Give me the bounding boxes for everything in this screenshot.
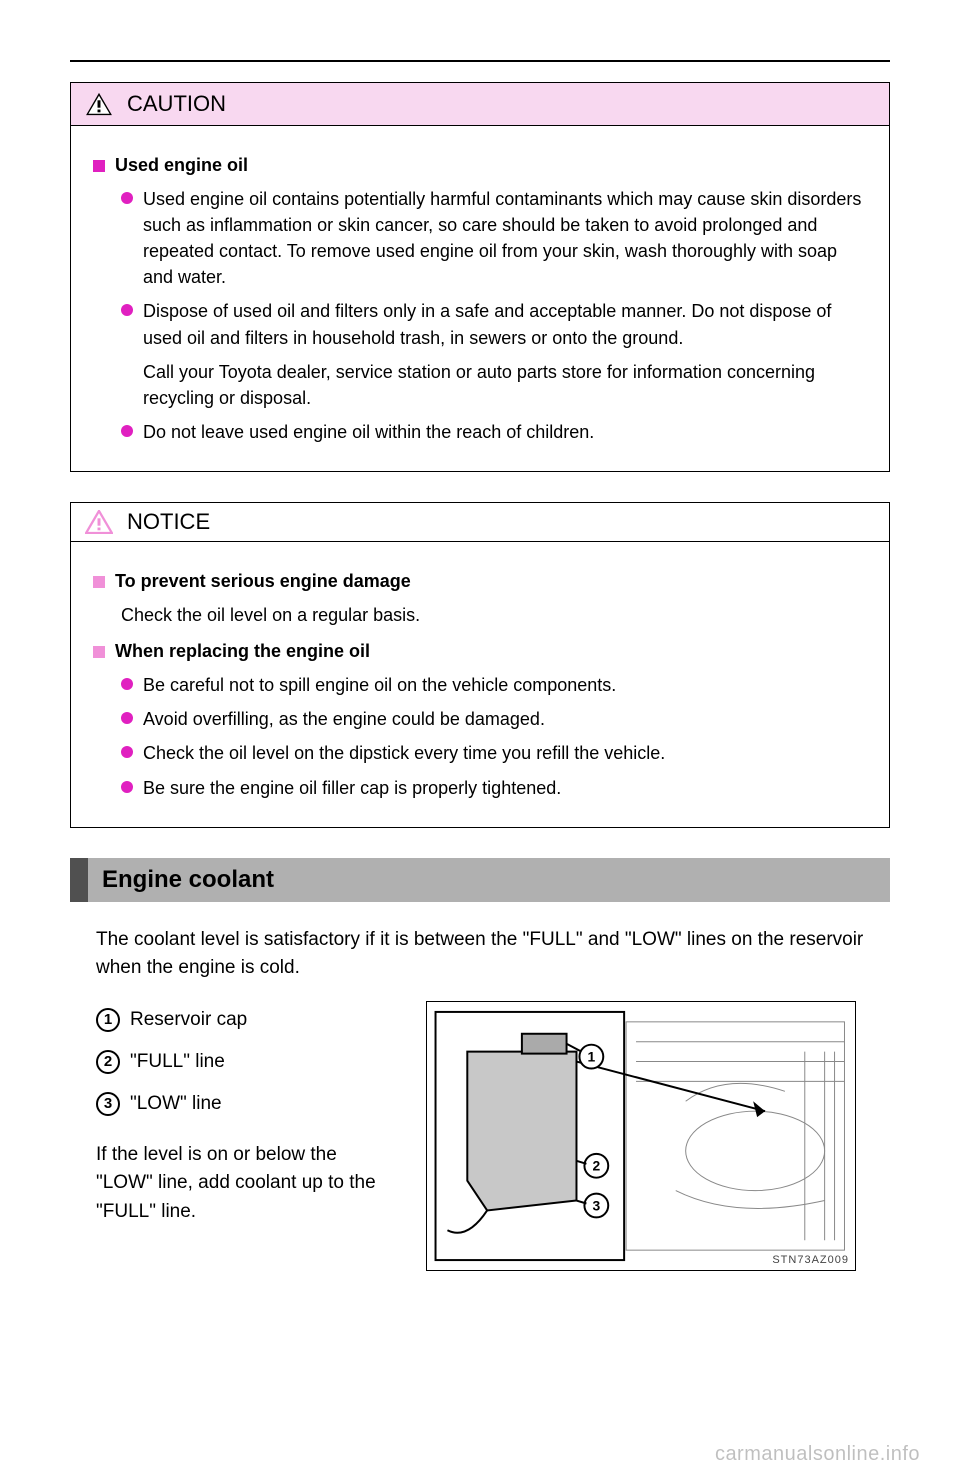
round-bullet-icon bbox=[121, 192, 133, 204]
legend-label: "LOW" line bbox=[130, 1085, 222, 1123]
square-bullet-icon bbox=[93, 160, 105, 172]
caution-heading-text: Used engine oil bbox=[115, 155, 248, 175]
legend-item: 2 "FULL" line bbox=[96, 1043, 396, 1081]
notice-box: NOTICE To prevent serious engine damage … bbox=[70, 502, 890, 828]
legend-label: Reservoir cap bbox=[130, 1001, 247, 1039]
section-tab bbox=[70, 858, 88, 902]
illustration-code: STN73AZ009 bbox=[772, 1254, 849, 1266]
notice-heading-text: When replacing the engine oil bbox=[115, 641, 370, 661]
notice-header: NOTICE bbox=[71, 503, 889, 542]
notice-item: Be sure the engine oil filler cap is pro… bbox=[121, 775, 869, 801]
notice-item-text: Check the oil level on the dipstick ever… bbox=[143, 740, 869, 766]
notice-heading-text: To prevent serious engine damage bbox=[115, 571, 411, 591]
section-heading: Engine coolant bbox=[88, 858, 288, 902]
square-bullet-icon bbox=[93, 646, 105, 658]
legend-item: 1 Reservoir cap bbox=[96, 1001, 396, 1039]
circled-number-icon: 2 bbox=[96, 1050, 120, 1074]
svg-text:3: 3 bbox=[592, 1197, 600, 1213]
caution-section-heading: Used engine oil bbox=[93, 152, 869, 178]
caution-item-text: Used engine oil contains potentially har… bbox=[143, 186, 869, 290]
circled-number-icon: 1 bbox=[96, 1008, 120, 1032]
caution-item-sub: Call your Toyota dealer, service station… bbox=[143, 359, 869, 411]
caution-header: CAUTION bbox=[71, 83, 889, 126]
section-heading-bar: Engine coolant bbox=[70, 858, 890, 902]
caution-item-text: Dispose of used oil and filters only in … bbox=[143, 298, 869, 350]
coolant-intro: The coolant level is satisfactory if it … bbox=[96, 926, 890, 983]
notice-item-text: Be careful not to spill engine oil on th… bbox=[143, 672, 869, 698]
notice-item: Avoid overfilling, as the engine could b… bbox=[121, 706, 869, 732]
notice-body: To prevent serious engine damage Check t… bbox=[71, 542, 889, 827]
warning-triangle-icon bbox=[85, 92, 113, 116]
svg-text:1: 1 bbox=[588, 1048, 596, 1064]
round-bullet-icon bbox=[121, 678, 133, 690]
coolant-legend: 1Reservoir cap 2"FULL" line 3"LOW" line … bbox=[96, 1001, 396, 1271]
warning-triangle-outline-icon bbox=[85, 510, 113, 534]
round-bullet-icon bbox=[121, 746, 133, 758]
notice-item-text: Avoid overfilling, as the engine could b… bbox=[143, 706, 869, 732]
caution-item: Do not leave used engine oil within the … bbox=[121, 419, 869, 445]
notice-title: NOTICE bbox=[127, 509, 210, 535]
coolant-illustration: 1 2 3 STN73AZ009 bbox=[426, 1001, 856, 1271]
legend-item: 3 "LOW" line bbox=[96, 1085, 396, 1123]
round-bullet-icon bbox=[121, 304, 133, 316]
circled-number-icon: 3 bbox=[96, 1092, 120, 1116]
caution-item-text: Do not leave used engine oil within the … bbox=[143, 419, 869, 445]
notice-section-body: Check the oil level on a regular basis. bbox=[121, 602, 869, 628]
notice-item: Be careful not to spill engine oil on th… bbox=[121, 672, 869, 698]
caution-body: Used engine oil Used engine oil contains… bbox=[71, 126, 889, 471]
notice-section-heading: When replacing the engine oil bbox=[93, 638, 869, 664]
coolant-note: If the level is on or below the "LOW" li… bbox=[96, 1141, 396, 1227]
caution-item: Used engine oil contains potentially har… bbox=[121, 186, 869, 290]
round-bullet-icon bbox=[121, 712, 133, 724]
square-bullet-icon bbox=[93, 576, 105, 588]
round-bullet-icon bbox=[121, 781, 133, 793]
legend-label: "FULL" line bbox=[130, 1043, 225, 1081]
watermark: carmanualsonline.info bbox=[715, 1443, 920, 1466]
caution-title: CAUTION bbox=[127, 91, 226, 117]
caution-box: CAUTION Used engine oil Used engine oil … bbox=[70, 82, 890, 472]
coolant-figure-row: 1Reservoir cap 2"FULL" line 3"LOW" line … bbox=[96, 1001, 890, 1271]
notice-item: Check the oil level on the dipstick ever… bbox=[121, 740, 869, 766]
notice-item-text: Be sure the engine oil filler cap is pro… bbox=[143, 775, 869, 801]
round-bullet-icon bbox=[121, 425, 133, 437]
notice-section-heading: To prevent serious engine damage bbox=[93, 568, 869, 594]
caution-item: Dispose of used oil and filters only in … bbox=[121, 298, 869, 350]
svg-text:2: 2 bbox=[592, 1157, 600, 1173]
